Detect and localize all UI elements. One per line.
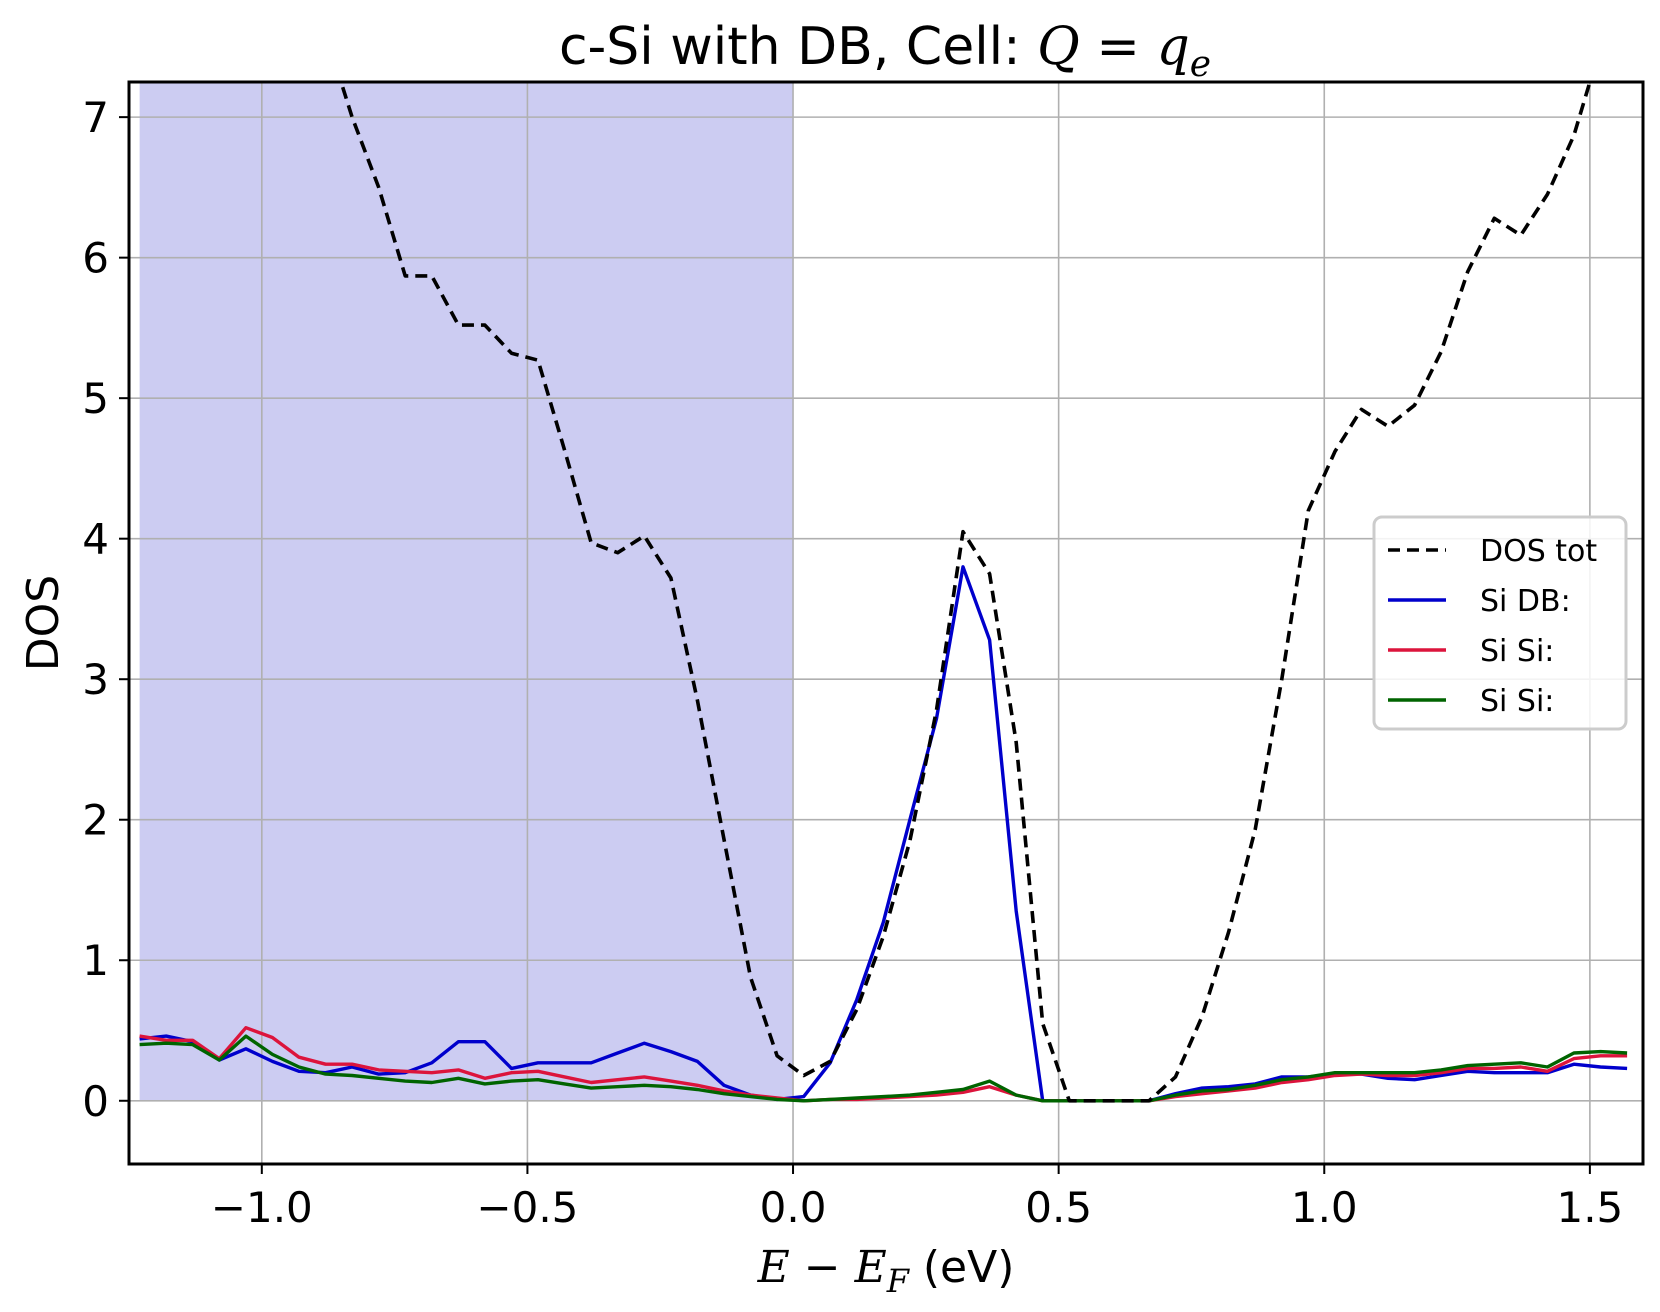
- occupied-states-region: [139, 82, 794, 1101]
- y-tick-label: 0: [82, 1077, 109, 1126]
- chart-title: c-Si with DB, Cell: Q = qe: [559, 17, 1211, 85]
- legend-box: [1372, 515, 1628, 731]
- y-tick-label: 1: [82, 936, 109, 985]
- y-tick-label: 6: [82, 234, 109, 283]
- series-line-0: [339, 82, 1592, 1103]
- legend: DOS tot Si DB: Si Si: Si Si:: [1372, 515, 1628, 731]
- x-tick-label: −0.5: [476, 1183, 578, 1232]
- x-tick-label: −1.0: [211, 1183, 313, 1232]
- x-tick-label: 1.5: [1556, 1183, 1623, 1232]
- legend-label-0: DOS tot: [1480, 534, 1597, 569]
- legend-items: DOS tot Si DB: Si Si: Si Si:: [1388, 534, 1597, 719]
- x-tick-label: 0.0: [760, 1183, 827, 1232]
- x-axis-label: E − EF (eV): [757, 1242, 1015, 1300]
- legend-label-1: Si DB:: [1480, 584, 1571, 619]
- legend-label-2: Si Si:: [1480, 634, 1554, 669]
- plot-frame: [127, 80, 1645, 1166]
- y-tick-label: 7: [82, 93, 109, 142]
- x-tick-label: 0.5: [1025, 1183, 1092, 1232]
- y-tick-label: 5: [82, 374, 109, 423]
- y-tick-label: 4: [82, 515, 109, 564]
- occupied-states-fill-layer: [139, 82, 794, 1101]
- y-tick-label: 2: [82, 796, 109, 845]
- series-line-1: [139, 565, 1628, 1103]
- legend-label-3: Si Si:: [1480, 684, 1554, 719]
- y-axis-label: DOS: [18, 575, 69, 671]
- y-tick-label: 3: [82, 655, 109, 704]
- x-tick-label: 1.0: [1291, 1183, 1358, 1232]
- series-layer: [139, 82, 1628, 1103]
- series-line-3: [139, 1034, 1628, 1103]
- tick-layer: −1.0 −0.5 0.0 0.5 1.0 1.5 0 1 2 3 4 5 6 7: [82, 93, 1623, 1232]
